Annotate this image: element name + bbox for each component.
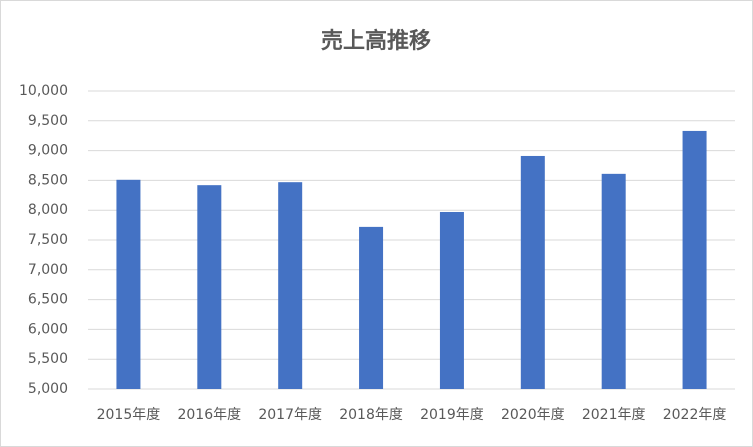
y-tick-label: 7,000 <box>28 262 68 278</box>
y-tick-label: 10,000 <box>19 83 68 99</box>
chart-title: 売上高推移 <box>321 28 431 54</box>
y-tick-label: 6,500 <box>28 292 68 308</box>
x-tick-label: 2017年度 <box>258 407 322 423</box>
bar <box>601 173 626 389</box>
x-tick-label: 2020年度 <box>501 407 565 423</box>
bar <box>359 226 384 389</box>
y-tick-label: 9,000 <box>28 143 68 159</box>
y-tick-label: 7,500 <box>28 232 68 248</box>
bar <box>439 211 464 389</box>
x-tick-label: 2022年度 <box>663 407 727 423</box>
y-tick-label: 8,000 <box>28 202 68 218</box>
bar <box>116 179 141 389</box>
x-tick-label: 2016年度 <box>177 407 241 423</box>
y-tick-label: 5,500 <box>28 351 68 367</box>
y-tick-label: 9,500 <box>28 113 68 129</box>
bar <box>197 185 222 389</box>
y-tick-label: 5,000 <box>28 381 68 397</box>
x-tick-label: 2021年度 <box>582 407 646 423</box>
bar <box>682 130 707 389</box>
y-tick-label: 6,000 <box>28 321 68 337</box>
x-tick-label: 2015年度 <box>97 407 161 423</box>
x-tick-label: 2018年度 <box>339 407 403 423</box>
x-tick-label: 2019年度 <box>420 407 484 423</box>
y-tick-label: 8,500 <box>28 172 68 188</box>
bar <box>520 155 545 389</box>
bar <box>278 182 303 389</box>
